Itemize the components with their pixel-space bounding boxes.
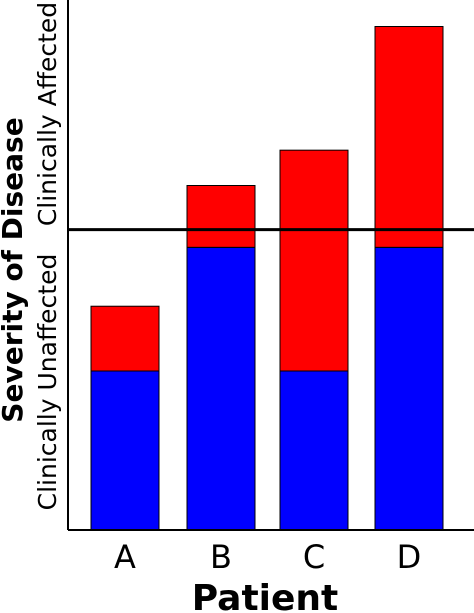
region-label-affected: Clinically Affected xyxy=(33,2,62,226)
bar-a-segment-2 xyxy=(90,305,160,372)
region-label-unaffected: Clinically Unaffected xyxy=(33,254,62,511)
bar-b-segment-1 xyxy=(186,246,256,531)
x-tick-label-c: C xyxy=(303,538,325,576)
bar-c-segment-2 xyxy=(279,149,349,372)
x-tick-label-d: D xyxy=(397,538,422,576)
bar-c-segment-1 xyxy=(279,370,349,531)
x-axis-title: Patient xyxy=(192,578,339,613)
bar-d-segment-2 xyxy=(374,26,444,248)
bars-layer xyxy=(90,26,444,531)
x-tick-labels: A B C D xyxy=(114,538,421,576)
y-axis-title: Severity of Disease xyxy=(0,117,29,422)
x-tick-label-a: A xyxy=(114,538,136,576)
bar-a-segment-1 xyxy=(90,370,160,531)
bar-b-segment-2 xyxy=(186,185,256,248)
x-tick-label-b: B xyxy=(210,538,232,576)
bar-d-segment-1 xyxy=(374,246,444,531)
